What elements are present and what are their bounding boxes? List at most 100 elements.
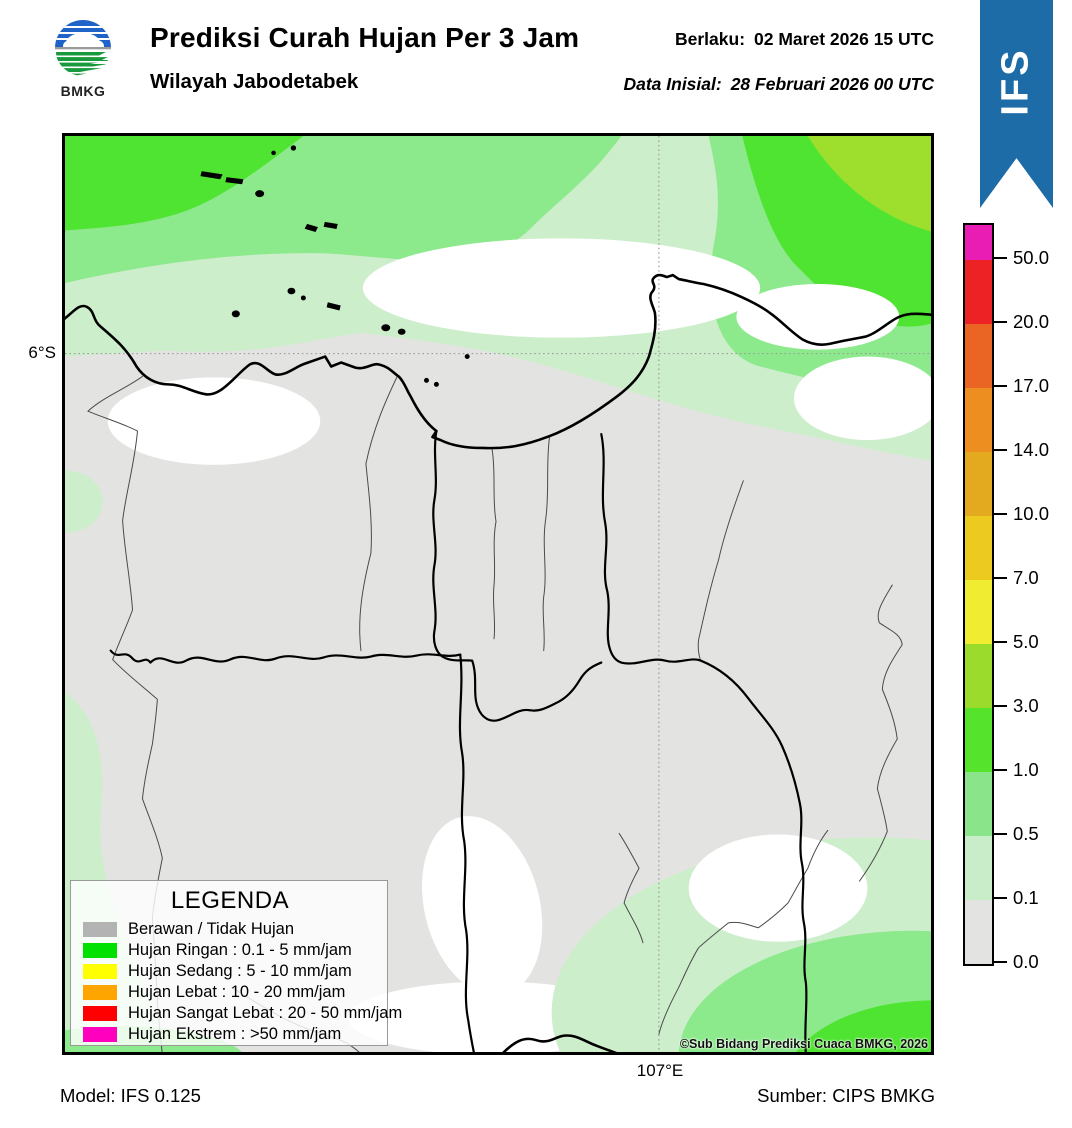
- dry-area-sea-right: [736, 284, 900, 350]
- legend-swatch: [83, 1006, 117, 1021]
- colorbar-tick: [994, 384, 1007, 388]
- legend-swatch: [83, 922, 117, 937]
- colorbar-tick: [994, 448, 1007, 452]
- contour-pale-green-left-blob: [65, 470, 103, 533]
- colorbar-tick-label: 0.1: [1013, 887, 1039, 908]
- colorbar-tick-label: 0.0: [1013, 951, 1039, 972]
- dry-area-sea-center: [362, 238, 761, 338]
- colorbar-segment: [965, 452, 992, 516]
- colorbar-tick-label: 17.0: [1013, 375, 1050, 396]
- footer-source: Sumber: CIPS BMKG: [757, 1085, 935, 1106]
- valid-time-value: 02 Maret 2026 15 UTC: [754, 29, 934, 49]
- legend-item: Berawan / Tidak Hujan: [83, 919, 377, 940]
- colorbar-segment: [965, 644, 992, 708]
- dry-area-south-center: [422, 816, 543, 996]
- colorbar-tick-label: 50.0: [1013, 247, 1050, 268]
- colorbar-segment: [965, 580, 992, 644]
- page-subtitle: Wilayah Jabodetabek: [150, 70, 359, 93]
- legend-item-label: Hujan Sangat Lebat : 20 - 50 mm/jam: [128, 1004, 403, 1022]
- legend-swatch: [83, 964, 117, 979]
- admin-boundary-jakarta-1: [491, 448, 497, 640]
- colorbar-segment: [965, 708, 992, 772]
- legend-item: Hujan Ringan : 0.1 - 5 mm/jam: [83, 940, 377, 961]
- colorbar-segment: [965, 388, 992, 452]
- page-title: Prediksi Curah Hujan Per 3 Jam: [150, 22, 580, 53]
- legend-item: Hujan Sangat Lebat : 20 - 50 mm/jam: [83, 1003, 402, 1024]
- province-boundary-vertical-west: [458, 653, 475, 1052]
- colorbar-tick: [994, 640, 1007, 644]
- colorbar-tick: [994, 768, 1007, 772]
- coastline-south: [502, 1034, 618, 1052]
- admin-boundary-southeast: [658, 829, 829, 1035]
- legend-item-label: Hujan Lebat : 10 - 20 mm/jam: [128, 983, 346, 1001]
- lat-tick-label: 6°S: [28, 343, 56, 362]
- dry-area-southeast: [688, 834, 868, 942]
- colorbar: [963, 223, 994, 966]
- colorbar-tick: [994, 256, 1007, 260]
- model-ribbon-label: IFS: [995, 46, 1037, 116]
- bmkg-logo-icon: [55, 20, 111, 76]
- colorbar-segment: [965, 516, 992, 580]
- lon-tick-label: 107°E: [636, 1061, 684, 1080]
- dry-area-west-land: [107, 377, 321, 465]
- colorbar-tick-label: 5.0: [1013, 631, 1039, 652]
- legend-item-label: Hujan Sedang : 5 - 10 mm/jam: [128, 962, 352, 980]
- contour-yellow-green-corner: [807, 136, 931, 232]
- contour-bright-green-left: [65, 136, 304, 231]
- coastline-java: [65, 273, 931, 450]
- init-time-value: 28 Februari 2026 00 UTC: [730, 74, 934, 94]
- legend-box: LEGENDA Berawan / Tidak Hujan Hujan Ringa…: [70, 880, 402, 1046]
- colorbar-tick-label: 0.5: [1013, 823, 1039, 844]
- province-boundary-horizontal: [109, 649, 462, 664]
- colorbar-tick: [994, 960, 1007, 964]
- valid-time: Berlaku: 02 Maret 2026 15 UTC: [675, 29, 934, 50]
- colorbar-segment: [965, 836, 992, 900]
- colorbar-tick: [994, 512, 1007, 516]
- legend-title: LEGENDA: [170, 887, 290, 914]
- legend-item-label: Hujan Ekstrem : >50 mm/jam: [128, 1025, 342, 1043]
- legend-item-label: Hujan Ringan : 0.1 - 5 mm/jam: [128, 941, 352, 959]
- admin-boundary-jakarta-2: [542, 435, 551, 652]
- init-time-label: Data Inisial:: [623, 74, 722, 94]
- admin-boundary-tangerang: [359, 374, 399, 652]
- colorbar-segment: [965, 324, 992, 388]
- valid-time-label: Berlaku:: [675, 29, 746, 49]
- jakarta-boundary-west: [432, 429, 603, 722]
- admin-boundary-east: [858, 584, 903, 882]
- legend-item: Hujan Sedang : 5 - 10 mm/jam: [83, 961, 377, 982]
- admin-boundary-south-center: [618, 832, 644, 944]
- legend-swatch: [83, 985, 117, 1000]
- colorbar-tick-label: 20.0: [1013, 311, 1050, 332]
- colorbar-tick-label: 1.0: [1013, 759, 1039, 780]
- dry-area-right-edge: [793, 356, 931, 440]
- bmkg-logo: BMKG: [53, 19, 113, 99]
- legend-item: Hujan Ekstrem : >50 mm/jam: [83, 1024, 377, 1045]
- legend-swatch: [83, 943, 117, 958]
- admin-boundary-bekasi: [697, 480, 744, 662]
- colorbar-tick-label: 7.0: [1013, 567, 1039, 588]
- contour-bright-green-southeast: [796, 1000, 931, 1052]
- jakarta-boundary-east: [600, 432, 808, 1052]
- bmkg-logo-label: BMKG: [60, 83, 106, 99]
- colorbar-tick-label: 14.0: [1013, 439, 1050, 460]
- colorbar-tick: [994, 576, 1007, 580]
- map-copyright: ©Sub Bidang Prediksi Cuaca BMKG, 2026: [679, 1037, 928, 1051]
- colorbar-tick-label: 3.0: [1013, 695, 1039, 716]
- colorbar-tick: [994, 320, 1007, 324]
- footer-model: Model: IFS 0.125: [60, 1085, 201, 1106]
- legend-item-label: Berawan / Tidak Hujan: [128, 920, 295, 938]
- colorbar-segment: [965, 260, 992, 324]
- colorbar-tick: [994, 896, 1007, 900]
- legend-swatch: [83, 1027, 117, 1042]
- colorbar-segment: [965, 772, 992, 836]
- legend-rows: Berawan / Tidak Hujan Hujan Ringan : 0.1 …: [83, 919, 402, 1045]
- init-time: Data Inisial: 28 Februari 2026 00 UTC: [623, 74, 934, 95]
- legend-item: Hujan Lebat : 10 - 20 mm/jam: [83, 982, 377, 1003]
- colorbar-tick: [994, 832, 1007, 836]
- colorbar-segment: [965, 225, 992, 260]
- islands-kepulauan-seribu: [200, 145, 470, 387]
- colorbar-segment: [965, 900, 992, 964]
- colorbar-tick-label: 10.0: [1013, 503, 1050, 524]
- colorbar-tick: [994, 704, 1007, 708]
- model-ribbon-label-box: IFS: [980, 0, 1053, 162]
